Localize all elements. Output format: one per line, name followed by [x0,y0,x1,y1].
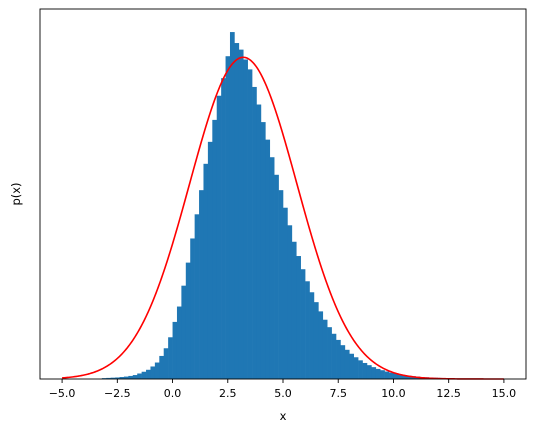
histogram-bar [402,375,408,379]
histogram-bar [331,333,337,379]
histogram-bar [313,302,319,379]
histogram-bar [146,369,151,379]
histogram-bar [234,43,240,379]
x-tick-label: 12.5 [436,387,461,400]
x-tick-label: 2.5 [219,387,237,400]
density-curve [62,56,504,380]
histogram-bar [336,339,341,379]
histogram-bar [287,225,293,379]
histogram-bar [190,238,195,379]
histogram-bar [406,375,412,379]
histogram-bar [110,377,116,379]
histogram-bar [291,241,297,379]
histogram-bar [238,49,244,380]
histogram-bar [380,370,385,379]
histogram-bar [106,377,111,379]
histogram-bar [309,292,315,379]
histogram-bar [260,122,266,379]
histogram-bar [265,139,271,379]
histogram-bar [128,375,134,379]
histogram-bar [283,207,288,379]
histogram-bar [252,86,257,379]
x-axis-ticks: −5.0 −2.5 0.0 2.5 5.0 7.5 10.0 12.5 15.0 [49,379,516,400]
histogram-bar [366,365,372,379]
histogram-bar [159,355,165,379]
histogram-bar [322,319,328,379]
histogram-bar [119,377,125,379]
x-tick-label: 10.0 [381,387,406,400]
histogram-bar [318,311,324,379]
x-tick-label: −5.0 [49,387,76,400]
histogram-bar [397,374,403,379]
histogram-bar [344,349,350,379]
histogram-bar [172,321,178,379]
histogram-bar [176,306,182,379]
histogram-bar [212,119,218,379]
histogram-bar [194,214,200,379]
histogram-bar [150,366,156,379]
histogram-bar [137,373,142,379]
histogram-bar [115,377,120,379]
histogram-bar [300,269,306,379]
histogram-bar [256,104,262,380]
histogram-bar [375,368,381,379]
histogram-bar [221,78,226,380]
histogram-bar [154,362,160,379]
histogram-bar [371,367,377,379]
x-tick-label: −2.5 [104,387,131,400]
histogram-bar [243,59,248,379]
histogram-bar [229,32,235,380]
x-tick-label: 15.0 [492,387,517,400]
y-axis-label: p(x) [9,182,23,205]
histogram-bar [358,360,363,379]
histogram-bar [269,157,275,379]
x-tick-label: 0.0 [164,387,182,400]
histogram-bar [393,373,399,379]
histogram-bar [305,281,310,379]
x-tick-label: 5.0 [274,387,292,400]
histogram-bar [216,95,222,380]
histogram-bar [384,371,390,379]
histogram-bar [181,285,187,379]
histogram-bar [247,69,253,379]
histogram-bar [225,56,231,380]
histogram-bar [353,357,359,379]
histogram-bar [207,141,213,379]
histogram-bar [274,174,279,379]
x-tick-label: 7.5 [329,387,347,400]
histogram-bar [349,353,354,379]
histogram-bar [327,327,332,379]
histogram-bar [141,371,147,379]
histogram-bar [203,163,209,379]
histogram-bar [132,375,138,379]
histogram-bar [362,362,368,379]
histogram-bar [340,345,346,379]
histogram-bars [101,32,443,380]
x-axis-label: x [280,409,287,423]
histogram-bar [389,372,394,379]
histogram-bar [185,262,191,379]
histogram-bar [278,190,284,379]
histogram-bar [296,256,301,379]
histogram-bar [163,348,169,379]
histogram-bar [199,190,204,379]
histogram-bar [123,376,129,379]
histogram-bar [168,337,173,379]
